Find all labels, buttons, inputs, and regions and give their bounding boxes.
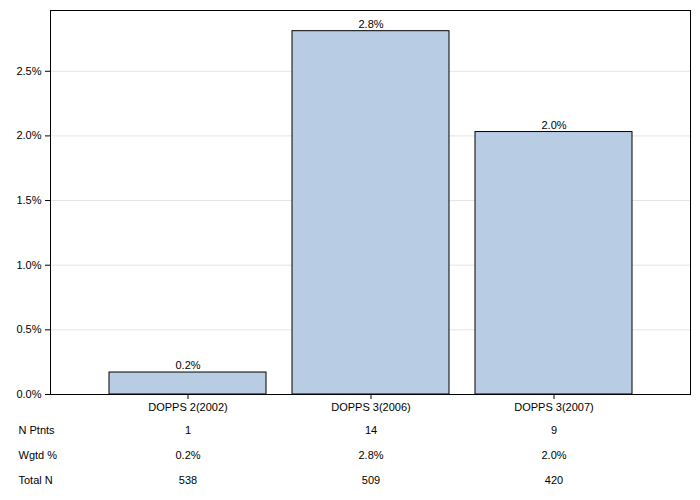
svg-text:0.0%: 0.0% [16, 388, 41, 400]
svg-text:Total N: Total N [19, 474, 53, 486]
svg-text:2.8%: 2.8% [358, 18, 383, 30]
svg-text:DOPPS 3(2006): DOPPS 3(2006) [331, 401, 410, 413]
svg-text:N Ptnts: N Ptnts [19, 424, 56, 436]
svg-text:0.5%: 0.5% [16, 323, 41, 335]
svg-text:509: 509 [362, 474, 380, 486]
svg-text:2.8%: 2.8% [358, 449, 383, 461]
svg-text:1: 1 [185, 424, 191, 436]
svg-text:2.0%: 2.0% [541, 119, 566, 131]
svg-text:1.0%: 1.0% [16, 259, 41, 271]
svg-text:538: 538 [179, 474, 197, 486]
svg-text:2.0%: 2.0% [16, 129, 41, 141]
svg-text:DOPPS 3(2007): DOPPS 3(2007) [514, 401, 593, 413]
svg-text:9: 9 [551, 424, 557, 436]
svg-text:DOPPS 2(2002): DOPPS 2(2002) [148, 401, 227, 413]
svg-text:2.5%: 2.5% [16, 65, 41, 77]
svg-text:1.5%: 1.5% [16, 194, 41, 206]
svg-text:Wgtd %: Wgtd % [19, 449, 58, 461]
svg-text:0.2%: 0.2% [175, 359, 200, 371]
svg-text:2.0%: 2.0% [541, 449, 566, 461]
svg-text:14: 14 [365, 424, 377, 436]
svg-text:420: 420 [545, 474, 563, 486]
svg-text:0.2%: 0.2% [175, 449, 200, 461]
